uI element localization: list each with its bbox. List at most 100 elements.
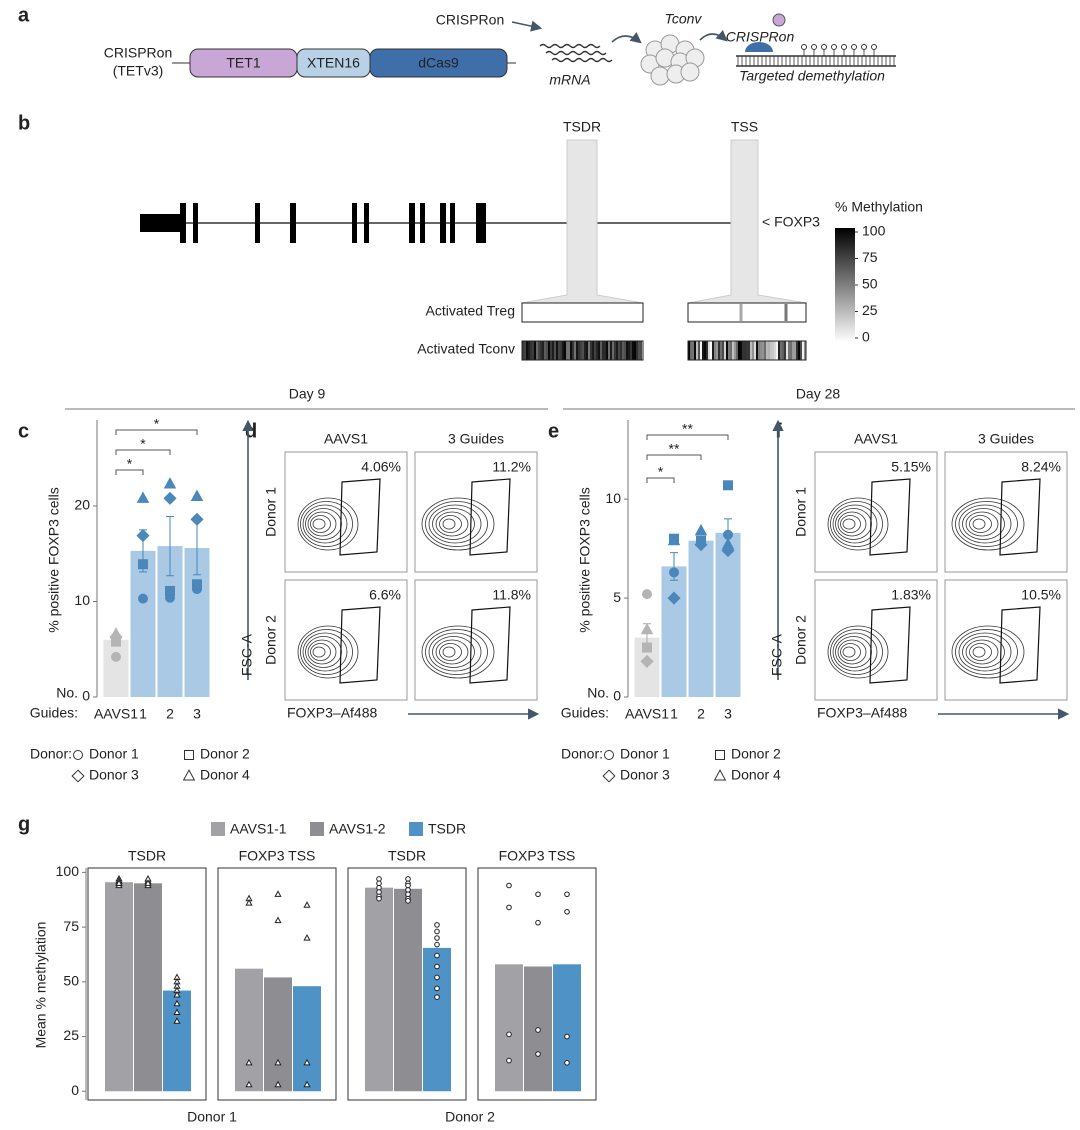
legend-swatch [310, 822, 324, 836]
data-point [506, 882, 512, 889]
data-point [111, 651, 121, 662]
contour [842, 518, 856, 530]
gate-percentage: 5.15% [891, 459, 931, 475]
tconv-stripe [800, 341, 802, 360]
tconv-stripe [764, 341, 766, 360]
cpg [821, 44, 827, 50]
tconv-stripe [802, 341, 804, 360]
tconv-stripe [726, 341, 728, 360]
data-point [721, 537, 735, 550]
contour [428, 632, 482, 672]
data-point [434, 952, 440, 959]
cpg [871, 44, 877, 50]
contour [425, 501, 488, 547]
complex-label: CRISPRon [726, 29, 795, 45]
bar [103, 639, 129, 697]
bar [394, 888, 422, 1092]
data-point [144, 879, 152, 886]
contour [305, 636, 342, 668]
domain-label: TET1 [226, 55, 260, 71]
row-label: Activated Tconv [417, 341, 515, 357]
legend-marker [184, 750, 194, 760]
tconv-stripe [786, 341, 788, 360]
tconv-stripe [636, 341, 638, 360]
tconv-stripe [532, 341, 534, 360]
y-axis-label: % positive FOXP3 cells [46, 487, 62, 633]
gate [869, 606, 911, 684]
tconv-stripe [530, 341, 532, 360]
y-axis-label: % positive FOXP3 cells [577, 487, 593, 633]
subpanel-title: TSDR [128, 848, 166, 864]
contour [312, 518, 326, 530]
significance-label: ** [682, 421, 693, 437]
tconv-stripe [546, 341, 548, 360]
tconv-stripe [610, 341, 612, 360]
tconv-stripe [562, 341, 564, 360]
panel-label: b [18, 112, 30, 134]
bar [715, 532, 741, 697]
data-point [173, 990, 181, 998]
data-point [115, 879, 123, 886]
construct-name: CRISPRon [104, 45, 172, 61]
tconv-stripe [746, 341, 748, 360]
gate [869, 478, 911, 556]
contour [297, 625, 359, 679]
tconv-stripe [804, 341, 806, 360]
legend-marker [713, 769, 727, 781]
panel-label: a [18, 4, 30, 26]
legend-marker [604, 750, 614, 760]
legend-tick-label: 50 [862, 276, 878, 292]
group-label: Donor 2 [445, 1109, 495, 1125]
contour [432, 508, 475, 540]
tconv-stripe [696, 341, 698, 360]
contour [955, 629, 1018, 675]
data-point [642, 642, 652, 653]
tconv-stripe [604, 341, 606, 360]
result-label: Targeted demethylation [739, 68, 885, 84]
contour [421, 497, 495, 551]
exon [193, 203, 198, 243]
tconv-stripe [772, 341, 774, 360]
gate-percentage: 8.24% [1021, 459, 1061, 475]
tconv-stripe [742, 341, 744, 360]
contour [442, 646, 456, 658]
y-tick-label: 5 [613, 589, 621, 605]
legend-entry: Donor 1 [620, 746, 670, 762]
bar [553, 964, 581, 1092]
treg-methylation [687, 302, 807, 323]
contour [962, 636, 1005, 668]
tconv-stripe [578, 341, 580, 360]
contour [300, 501, 353, 547]
tconv-stripe [556, 341, 558, 360]
legend-label: Donor: [561, 746, 603, 762]
mrna-wave [545, 50, 607, 56]
data-point [535, 919, 541, 926]
legend-entry: Donor 4 [731, 767, 781, 783]
contour [827, 497, 889, 551]
tconv-stripe [766, 341, 768, 360]
flow-row-label: Donor 1 [263, 487, 279, 537]
treg-methylation [521, 302, 644, 323]
significance-label: * [127, 456, 133, 472]
panel-label: c [18, 420, 29, 442]
exon [290, 203, 296, 243]
contour [302, 632, 348, 672]
data-point [564, 1059, 570, 1066]
significance-label: * [154, 416, 160, 432]
tconv-stripe [792, 341, 794, 360]
tconv-stripe [560, 341, 562, 360]
gate [339, 606, 381, 684]
cell [650, 66, 670, 86]
data-point [303, 1080, 311, 1088]
y-tick-label: 0 [82, 688, 90, 704]
tconv-stripe [618, 341, 620, 360]
contour [837, 639, 867, 665]
data-point [274, 1080, 282, 1088]
gate-percentage: 1.83% [891, 587, 931, 603]
contour [302, 504, 348, 544]
contour [951, 497, 1025, 551]
data-point [136, 529, 150, 543]
y-axis-label: Mean % methylation [33, 922, 49, 1049]
mrna-label: mRNA [549, 72, 590, 88]
flow-plot [284, 451, 408, 573]
